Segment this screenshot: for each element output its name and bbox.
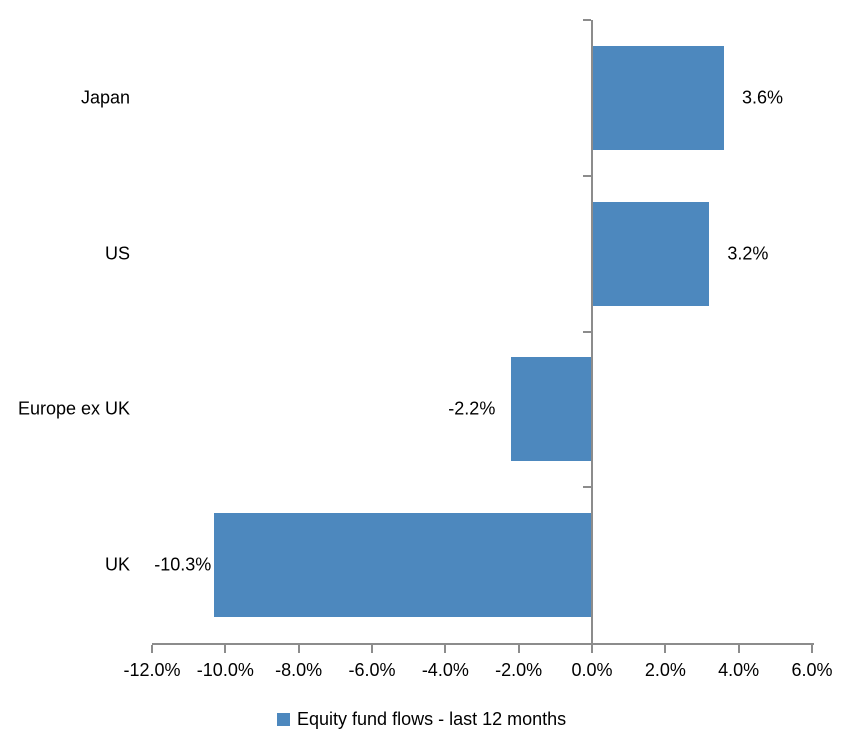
x-axis-tick [737,645,740,653]
x-axis-tick [811,645,813,653]
x-axis-tick [224,645,227,653]
x-axis-tick-label: 0.0% [571,660,613,680]
x-axis-tick-label: -8.0% [275,660,323,680]
legend-swatch-icon [277,713,290,726]
bar-japan [592,45,724,150]
bar-europe-ex-uk [511,357,592,462]
x-axis-tick [517,645,520,653]
data-label: -10.3% [154,554,212,575]
x-axis-tick [151,645,153,653]
x-axis-tick [444,645,447,653]
x-axis-tick-label: 6.0% [791,660,833,680]
x-axis-tick-label: -12.0% [123,660,181,680]
category-boundary-tick [583,486,591,489]
category-boundary-tick [583,330,591,333]
legend-label: Equity fund flows - last 12 months [297,709,567,729]
x-axis-tick-label: 4.0% [718,660,760,680]
zero-axis-line [591,20,593,643]
x-axis-tick [371,645,373,653]
category-label-us: US [104,243,130,264]
category-boundary-tick [583,19,591,21]
bar-uk [214,513,592,618]
x-axis-tick-label: -4.0% [421,660,469,680]
category-boundary-tick [583,174,591,177]
category-label-japan: Japan [80,87,130,108]
data-label: 3.2% [727,243,769,264]
x-axis-tick-label: 2.0% [644,660,686,680]
category-label-uk: UK [104,554,130,575]
x-axis-tick-label: -6.0% [348,660,396,680]
legend: Equity fund flows - last 12 months [277,709,566,730]
x-axis-tick [591,645,593,653]
x-axis-tick [664,645,667,653]
x-axis-tick [297,645,300,653]
bar-us [592,201,710,306]
category-label-europe-ex-uk: Europe ex UK [17,398,130,419]
x-axis-tick-label: -2.0% [495,660,543,680]
x-axis-tick-label: -10.0% [196,660,254,680]
x-axis-line [152,643,814,645]
data-label: -2.2% [448,398,496,419]
data-label: 3.6% [742,87,784,108]
